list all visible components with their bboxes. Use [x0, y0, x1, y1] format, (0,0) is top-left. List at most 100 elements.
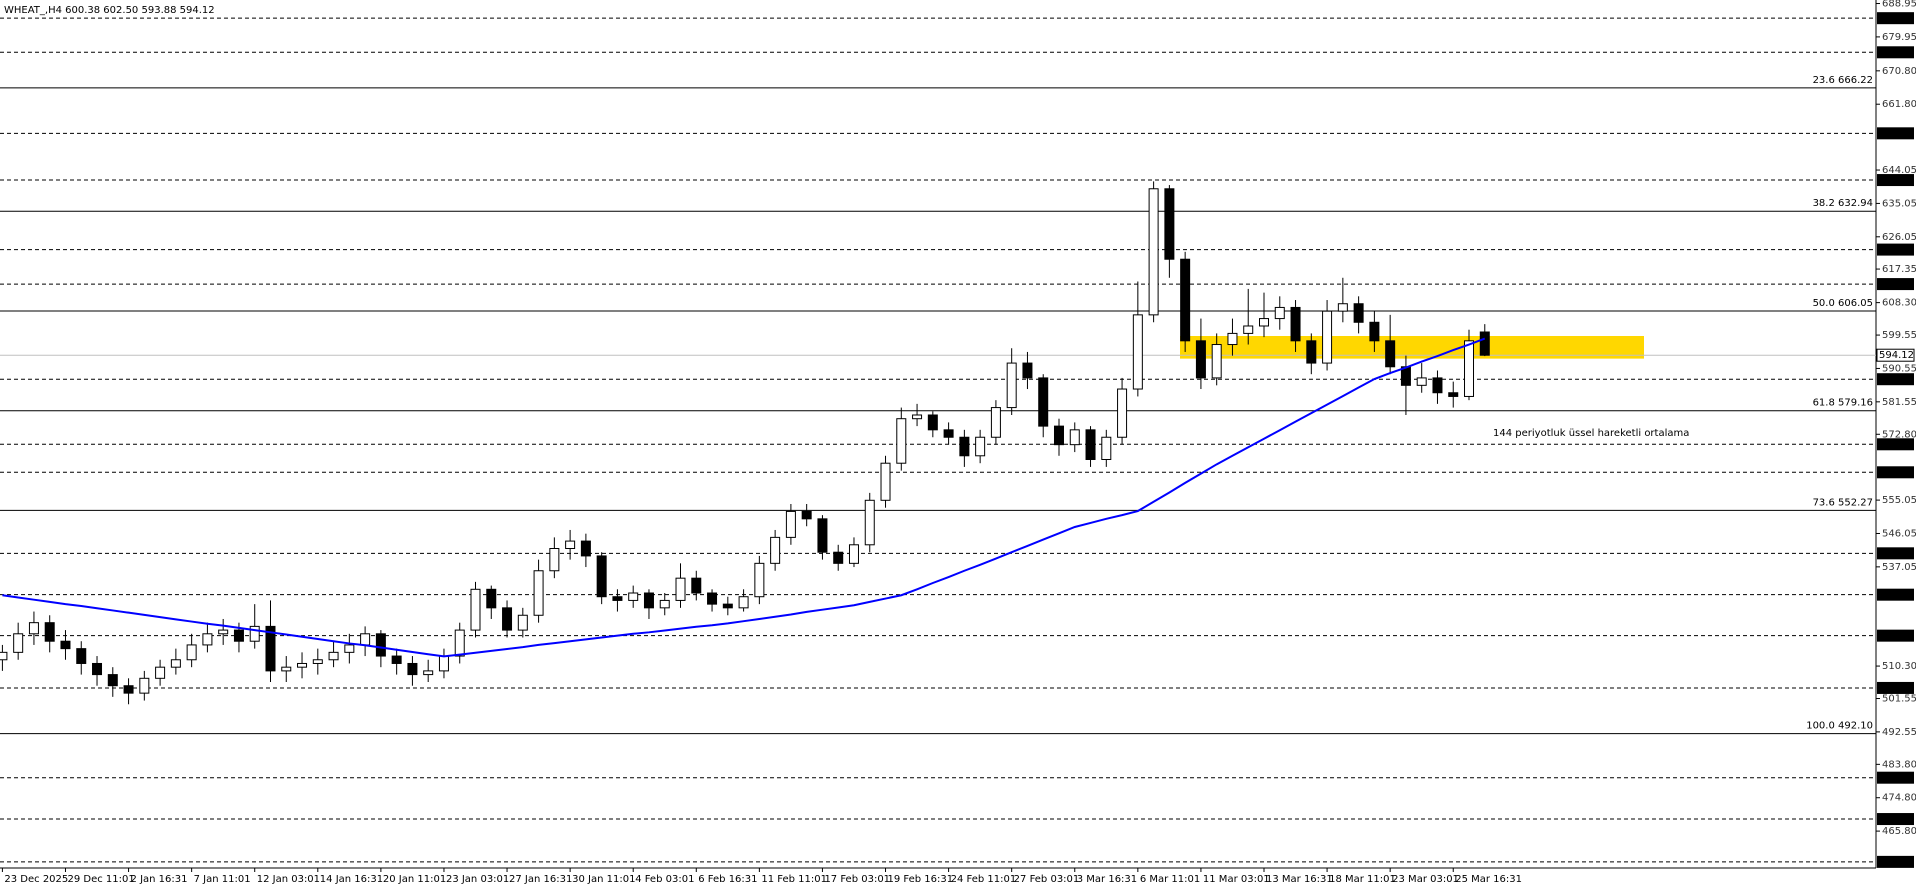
candle-body [943, 429, 954, 438]
level-box [1877, 813, 1914, 826]
level-box [1877, 629, 1914, 642]
candle-body [1101, 436, 1112, 460]
level-box [1877, 278, 1914, 291]
x-tick-label: 19 Feb 16:31 [888, 874, 954, 885]
candle-body [1369, 321, 1380, 342]
candle-body [770, 536, 781, 564]
candle-body [1353, 303, 1364, 323]
candle-body [517, 614, 528, 631]
last-price-box [1876, 348, 1915, 362]
level-box [1877, 12, 1914, 25]
candle-body [912, 414, 923, 420]
level-box [1877, 46, 1914, 59]
level-box [1877, 588, 1914, 601]
candle-body [596, 555, 607, 598]
y-tick-label: 572.80 [1882, 429, 1916, 440]
candle-body [1006, 362, 1017, 409]
candle-body [1306, 340, 1317, 364]
candle-body [438, 655, 449, 672]
level-label: 587.65 [1879, 374, 1914, 385]
y-tick-label: 617.35 [1882, 264, 1916, 275]
y-tick-label: 590.55 [1882, 363, 1916, 374]
candle-body [0, 651, 8, 661]
x-tick-label: 23 Dec 2025 [4, 874, 68, 885]
candle-body [1432, 377, 1443, 394]
candle-body [628, 592, 639, 601]
candle-body [896, 418, 907, 464]
level-box [1877, 127, 1914, 140]
candle-body [107, 674, 118, 687]
x-tick-label: 17 Feb 03:01 [824, 874, 890, 885]
candle-body [817, 518, 828, 553]
candle-body [1227, 332, 1238, 346]
candle-body [738, 596, 749, 609]
x-tick-label: 23 Mar 03:01 [1392, 874, 1459, 885]
candle-body [580, 540, 591, 557]
x-tick-label: 11 Mar 03:01 [1203, 874, 1270, 885]
candle-body [486, 588, 497, 609]
y-tick-label: 599.55 [1882, 330, 1916, 341]
candle-body [218, 629, 229, 635]
candle-body [360, 633, 371, 646]
candle-body [833, 551, 844, 564]
candle-body [801, 510, 812, 520]
level-label: 457.50 [1879, 857, 1914, 868]
candle-body [170, 659, 181, 668]
candle-body [13, 633, 24, 653]
candle-body [785, 510, 796, 538]
candle-body [92, 662, 103, 676]
x-tick-label: 27 Jan 16:31 [509, 874, 572, 885]
y-tick-label: 501.55 [1882, 694, 1916, 705]
x-tick-label: 14 Jan 16:31 [320, 874, 383, 885]
level-label: 504.40 [1879, 683, 1914, 694]
level-box [1877, 438, 1914, 451]
candle-body [691, 577, 702, 594]
candle-body [28, 622, 39, 635]
level-box [1877, 373, 1914, 386]
x-tick-label: 2 Jan 16:31 [131, 874, 188, 885]
candle-body [1085, 429, 1096, 460]
candle-body [1195, 340, 1206, 379]
candle-body [1274, 306, 1285, 320]
fib-label: 61.8 579.16 [1813, 398, 1873, 409]
candle-body [1180, 258, 1191, 342]
candle-body [76, 648, 87, 664]
candle-body [155, 666, 166, 679]
y-tick-label: 474.80 [1882, 793, 1916, 804]
candle-body [123, 685, 134, 694]
y-tick-label: 644.05 [1882, 165, 1916, 176]
annotation: 144 periyotluk üssel hareketli ortalama [1493, 428, 1689, 439]
x-tick-label: 18 Mar 11:01 [1329, 874, 1396, 885]
candle-body [1337, 303, 1348, 312]
x-tick-label: 23 Jan 03:01 [446, 874, 509, 885]
candle-body [565, 540, 576, 550]
candle-body [281, 666, 292, 672]
candle-body [312, 659, 323, 664]
candle-body [1053, 425, 1064, 446]
candle-body [1022, 362, 1033, 379]
candle-body [1385, 340, 1396, 368]
candle-body [186, 644, 197, 661]
candle-body [1243, 325, 1254, 334]
y-tick-label: 670.80 [1882, 66, 1916, 77]
y-tick-label: 581.55 [1882, 397, 1916, 408]
level-box [1877, 855, 1914, 868]
candle-body [502, 607, 513, 631]
candle-body [975, 436, 986, 457]
x-tick-label: 24 Feb 11:01 [951, 874, 1017, 885]
candle-body [44, 622, 55, 642]
candle-body [1211, 344, 1222, 379]
x-tick-label: 11 Feb 11:01 [761, 874, 827, 885]
x-tick-label: 6 Mar 11:01 [1140, 874, 1200, 885]
candle-body [375, 633, 386, 657]
candle-body [1038, 377, 1049, 427]
fib-label: 23.6 666.22 [1813, 75, 1873, 86]
candle-body [1259, 318, 1269, 327]
candle-body [1117, 388, 1128, 438]
level-label: 613.30 [1879, 279, 1914, 290]
y-tick-label: 546.05 [1882, 528, 1916, 539]
candle-body [1290, 306, 1301, 342]
candle-body [202, 633, 213, 646]
level-label: 480.20 [1879, 773, 1914, 784]
